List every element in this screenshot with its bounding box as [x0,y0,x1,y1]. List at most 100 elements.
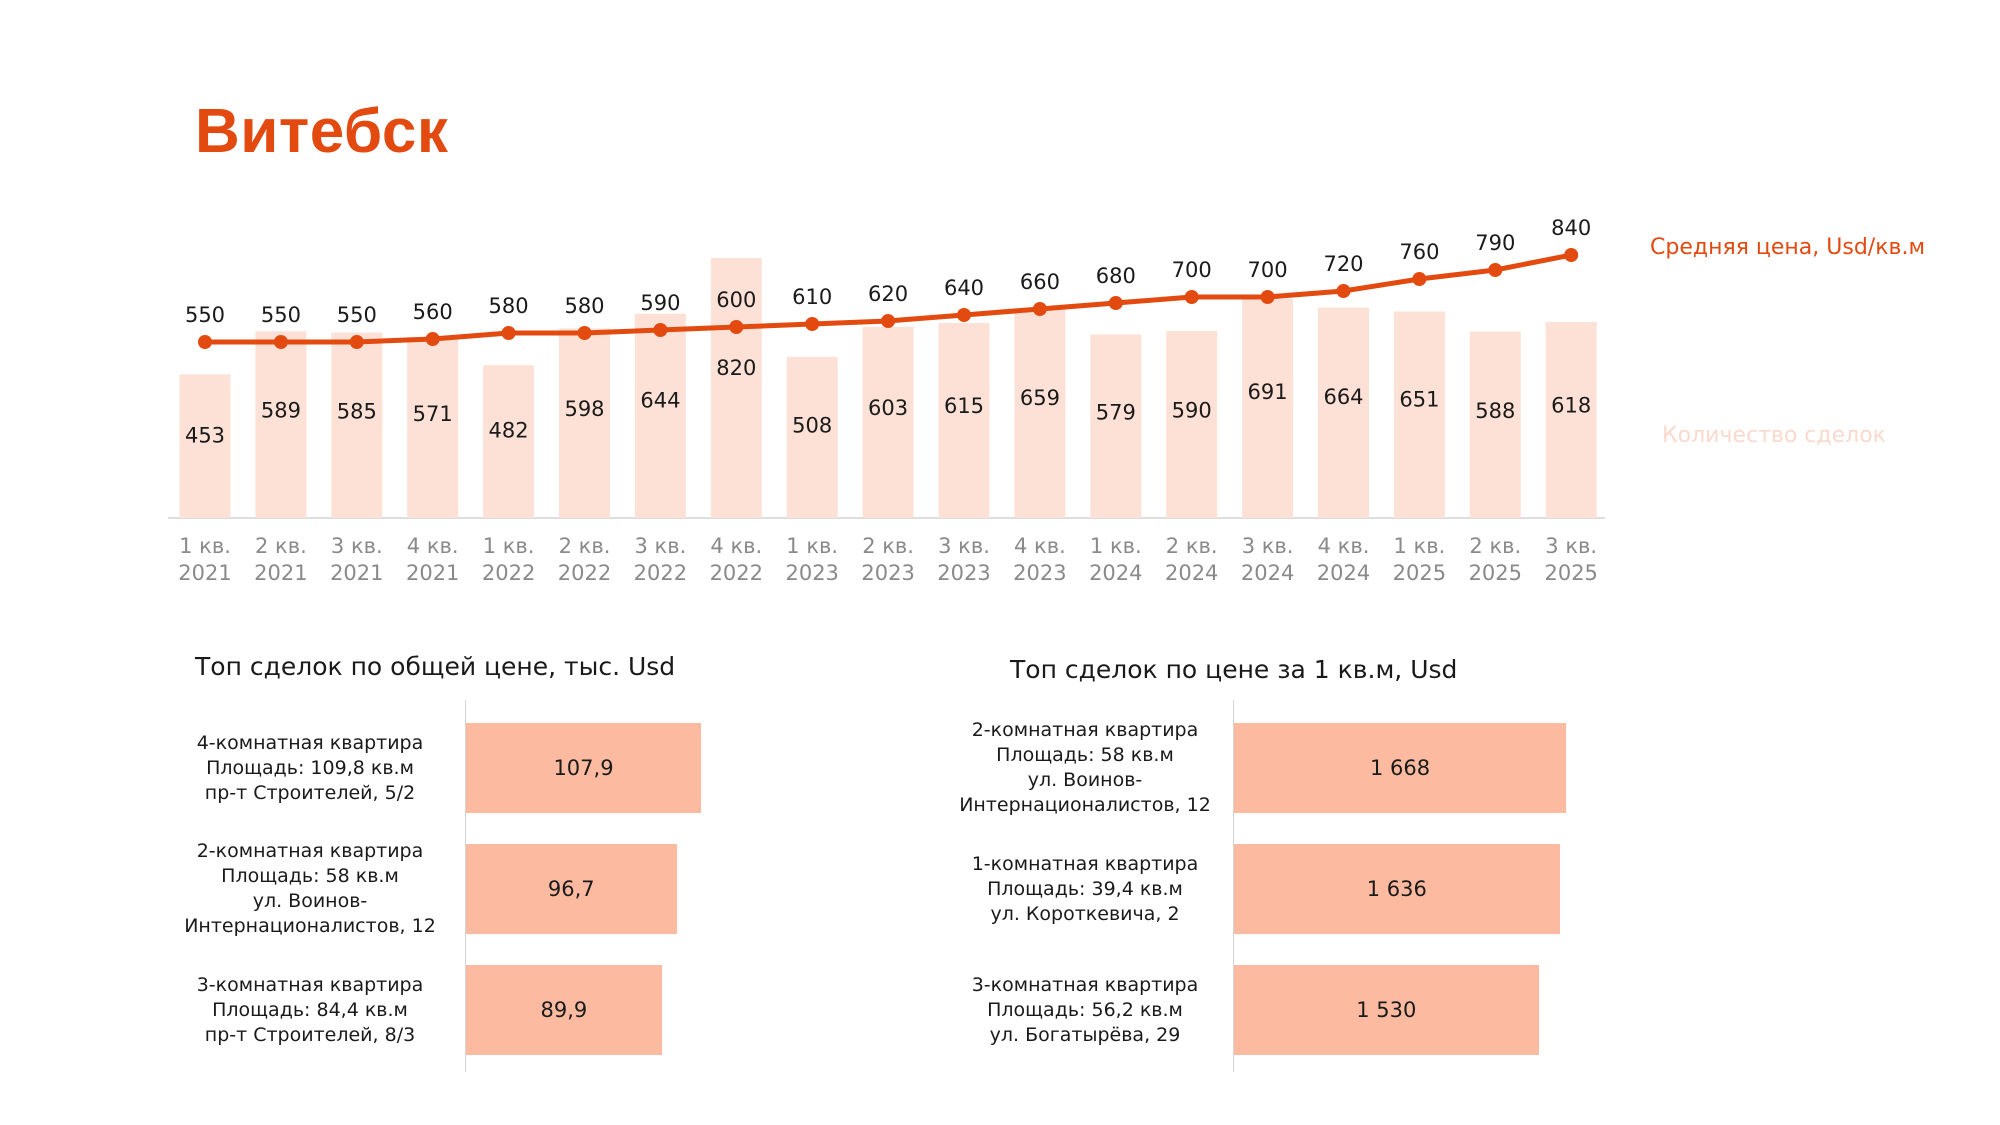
deal-description-line: Площадь: 109,8 кв.м [206,756,414,779]
x-tick-label-quarter: 2 кв. [862,534,914,558]
x-tick-label-year: 2022 [558,561,611,585]
deal-description-line: Площадь: 56,2 кв.м [987,998,1183,1021]
bar-value-label: 618 [1551,393,1591,417]
x-tick-label-year: 2021 [178,561,231,585]
bar-deal-count [559,328,610,518]
x-tick-label-quarter: 1 кв. [179,534,231,558]
bar-deal-count [483,365,535,518]
deal-row: 2-комнатная квартира Площадь: 58 кв.м ул. … [930,719,1570,816]
x-tick-label-year: 2022 [482,561,535,585]
deal-description-line: Площадь: 58 кв.м [221,865,399,887]
bar-deal-count [179,374,231,518]
deal-description-line: ул. Короткевича, 2 [990,902,1180,925]
deal-row: 4-комнатная квартира Площадь: 109,8 кв.м п… [160,723,720,813]
price-point [653,323,668,337]
x-tick-label-quarter: 3 кв. [331,534,383,558]
price-value-label: 720 [1323,252,1363,276]
deal-row: 3-комнатная квартира Площадь: 84,4 кв.м пр… [160,965,720,1055]
deal-value-label: 1 668 [1369,756,1431,780]
x-tick-label-quarter: 3 кв. [1242,534,1294,558]
price-value-label: 550 [261,303,301,327]
bar-value-label: 664 [1323,385,1363,409]
price-value-label: 560 [413,300,453,324]
bar-value-label: 590 [1172,398,1212,422]
price-value-label: 700 [1248,258,1288,282]
bar-value-label: 571 [413,402,453,426]
deal-description: 4-комнатная квартира Площадь: 109,8 кв.м п… [160,723,460,813]
x-tick-label-quarter: 1 кв. [1394,534,1446,558]
x-tick-label-quarter: 1 кв. [786,534,838,558]
bar-deal-count [786,356,838,518]
price-point [1032,302,1047,316]
bar-deal-count [634,313,686,518]
price-value-label: 550 [185,303,225,327]
deal-row: 2-комнатная квартира Площадь: 58 кв.м ул. … [160,840,720,937]
bar-deal-count [1318,307,1369,518]
x-tick-label-year: 2025 [1544,561,1597,585]
price-point [729,320,744,334]
deal-description-line: Интернационалистов, 12 [184,915,436,937]
x-tick-label-quarter: 1 кв. [483,534,535,558]
bar-value-label: 615 [944,394,984,418]
price-point [425,332,440,346]
deal-description: 3-комнатная квартира Площадь: 56,2 кв.м ул… [930,965,1240,1055]
price-point [957,308,971,322]
top-total-price-chart: 4-комнатная квартира Площадь: 109,8 кв.м п… [160,700,720,1080]
x-tick-label-quarter: 2 кв. [559,534,611,558]
bar-deal-count [710,258,762,518]
deal-description: 2-комнатная квартира Площадь: 58 кв.м ул. … [930,719,1240,816]
legend-deal-count: Количество сделок [1662,423,1886,448]
deal-description-line: ул. Воинов- [1027,769,1143,791]
deal-description-line: 3-комнатная квартира [196,973,424,996]
price-point [1184,290,1199,304]
deal-description-line: 2-комнатная квартира [196,840,424,862]
x-tick-label-quarter: 4 кв. [710,534,762,558]
deal-description-line: Площадь: 84,4 кв.м [212,998,408,1021]
deal-value-label: 1 636 [1366,877,1427,901]
bar-deal-count [1242,298,1294,518]
x-tick-label-year: 2022 [634,561,687,585]
deal-value-label: 107,9 [553,756,614,780]
bar-deal-count [1469,331,1521,518]
x-tick-label-quarter: 4 кв. [407,534,459,558]
deal-description-line: пр-т Строителей, 8/3 [204,1023,416,1046]
price-value-label: 580 [564,294,604,318]
price-point [1412,272,1427,286]
price-value-label: 590 [640,291,680,315]
bar-deal-count [331,332,383,518]
bar-value-label: 453 [185,424,225,448]
top-price-per-sqm-title: Топ сделок по цене за 1 кв.м, Usd [1010,655,1458,684]
bar-value-label: 508 [792,414,832,438]
price-value-label: 640 [944,276,984,300]
price-value-label: 680 [1096,264,1136,288]
bar-deal-count [1014,309,1066,518]
bar-value-label: 598 [564,397,604,421]
bar-deal-count [1090,334,1142,518]
x-tick-label-year: 2021 [406,561,459,585]
price-point [198,335,212,349]
deal-row: 1-комнатная квартира Площадь: 39,4 кв.м ул… [930,844,1570,934]
x-tick-label-year: 2024 [1089,561,1142,585]
price-value-label: 620 [868,282,908,306]
x-tick-label-quarter: 4 кв. [1014,534,1066,558]
price-point [881,314,896,328]
bar-value-label: 691 [1248,380,1288,404]
price-point [273,335,288,349]
top-price-per-sqm-chart: 2-комнатная квартира Площадь: 58 кв.м ул. … [930,700,1570,1080]
x-tick-label-quarter: 1 кв. [1090,534,1142,558]
panel-axis-line [1233,700,1234,1072]
price-point [1564,248,1579,262]
bar-deal-count [938,323,990,518]
x-tick-label-year: 2023 [861,561,914,585]
deal-value-bar: 96,7 [466,844,677,934]
deal-description: 3-комнатная квартира Площадь: 84,4 кв.м пр… [160,965,460,1055]
top-total-price-title: Топ сделок по общей цене, тыс. Usd [195,652,676,681]
deal-value-label: 1 530 [1356,998,1417,1022]
x-tick-label-quarter: 2 кв. [1469,534,1521,558]
deal-description-line: Площадь: 39,4 кв.м [987,877,1183,900]
x-tick-label-year: 2021 [330,561,383,585]
legend-average-price: Средняя цена, Usd/кв.м [1650,235,1926,260]
deal-description-line: 1-комнатная квартира [971,852,1199,875]
deal-row: 3-комнатная квартира Площадь: 56,2 кв.м ул… [930,965,1570,1055]
deal-description: 1-комнатная квартира Площадь: 39,4 кв.м ул… [930,844,1240,934]
